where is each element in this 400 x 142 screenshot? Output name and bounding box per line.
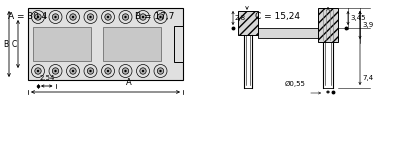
Circle shape bbox=[157, 68, 164, 74]
Circle shape bbox=[72, 16, 74, 18]
Bar bbox=[174, 26, 183, 62]
Circle shape bbox=[84, 11, 97, 23]
Text: B = 17,7: B = 17,7 bbox=[135, 12, 174, 21]
Circle shape bbox=[159, 16, 162, 18]
Circle shape bbox=[32, 11, 44, 23]
Circle shape bbox=[122, 68, 129, 74]
Text: 2,8: 2,8 bbox=[235, 15, 246, 21]
Circle shape bbox=[35, 68, 41, 74]
Circle shape bbox=[107, 70, 109, 72]
Circle shape bbox=[89, 70, 92, 72]
Circle shape bbox=[105, 14, 111, 20]
Circle shape bbox=[154, 11, 167, 23]
Text: C = 15,24: C = 15,24 bbox=[255, 12, 300, 21]
Circle shape bbox=[124, 70, 127, 72]
Circle shape bbox=[66, 11, 80, 23]
Circle shape bbox=[87, 14, 94, 20]
Circle shape bbox=[89, 16, 92, 18]
Text: 3,9: 3,9 bbox=[362, 22, 373, 28]
Circle shape bbox=[70, 68, 76, 74]
Bar bbox=[318, 8, 338, 42]
Bar bbox=[238, 11, 258, 35]
Circle shape bbox=[72, 70, 74, 72]
Circle shape bbox=[107, 16, 109, 18]
Circle shape bbox=[119, 64, 132, 78]
Circle shape bbox=[136, 64, 150, 78]
Circle shape bbox=[54, 70, 57, 72]
Bar bbox=[33, 27, 91, 61]
Circle shape bbox=[119, 11, 132, 23]
Circle shape bbox=[142, 16, 144, 18]
Circle shape bbox=[102, 11, 114, 23]
Circle shape bbox=[37, 70, 39, 72]
Circle shape bbox=[49, 11, 62, 23]
Circle shape bbox=[140, 14, 146, 20]
Circle shape bbox=[32, 64, 44, 78]
Circle shape bbox=[52, 68, 59, 74]
Circle shape bbox=[84, 64, 97, 78]
Circle shape bbox=[157, 14, 164, 20]
Circle shape bbox=[159, 70, 162, 72]
Circle shape bbox=[105, 68, 111, 74]
Circle shape bbox=[54, 16, 57, 18]
Circle shape bbox=[35, 14, 41, 20]
Circle shape bbox=[37, 16, 39, 18]
Text: A = 30,4: A = 30,4 bbox=[8, 12, 47, 21]
Text: 7,4: 7,4 bbox=[362, 75, 373, 81]
Text: 2,54: 2,54 bbox=[39, 75, 54, 81]
Circle shape bbox=[122, 14, 129, 20]
Bar bbox=[258, 28, 318, 38]
Text: B: B bbox=[3, 39, 8, 49]
Text: Ø0,55: Ø0,55 bbox=[285, 81, 306, 87]
Circle shape bbox=[87, 68, 94, 74]
Text: 3,45: 3,45 bbox=[350, 15, 366, 21]
Circle shape bbox=[52, 14, 59, 20]
Bar bbox=[28, 8, 183, 80]
Text: C: C bbox=[12, 39, 17, 49]
Circle shape bbox=[102, 64, 114, 78]
Circle shape bbox=[70, 14, 76, 20]
Circle shape bbox=[136, 11, 150, 23]
Circle shape bbox=[154, 64, 167, 78]
Circle shape bbox=[49, 64, 62, 78]
Circle shape bbox=[66, 64, 80, 78]
Circle shape bbox=[140, 68, 146, 74]
Text: A: A bbox=[126, 78, 132, 87]
Circle shape bbox=[124, 16, 127, 18]
Bar bbox=[103, 27, 161, 61]
Circle shape bbox=[142, 70, 144, 72]
